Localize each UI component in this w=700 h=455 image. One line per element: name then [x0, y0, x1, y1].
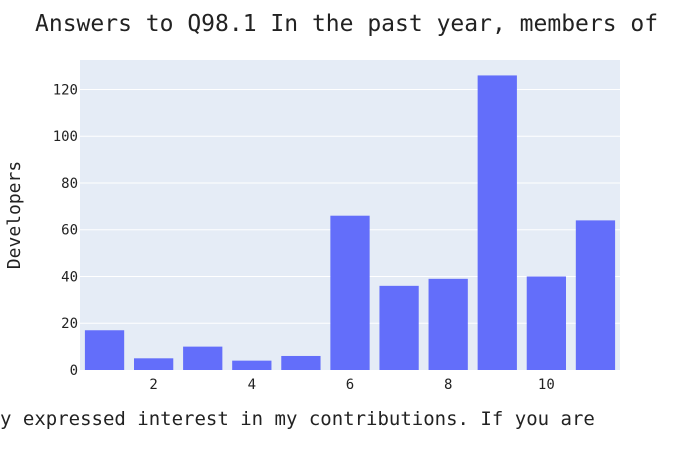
x-axis-ticks: 2 4 6 8 10	[149, 377, 554, 393]
bar	[134, 358, 174, 370]
x-axis-label: y expressed interest in my contributions…	[0, 408, 595, 430]
x-tick-label: 2	[149, 377, 157, 393]
y-axis-label: Developers	[4, 161, 25, 269]
y-tick-label: 0	[70, 363, 78, 379]
chart-title: Answers to Q98.1 In the past year, membe…	[35, 11, 658, 37]
bar	[526, 276, 566, 370]
y-tick-label: 100	[53, 129, 78, 145]
x-tick-label: 6	[346, 377, 354, 393]
x-tick-label: 4	[248, 377, 256, 393]
bar	[477, 75, 517, 370]
bar	[84, 330, 125, 370]
bar	[183, 346, 223, 370]
y-tick-label: 20	[61, 316, 78, 332]
bar	[330, 215, 370, 370]
bar	[232, 360, 272, 370]
bar	[428, 278, 468, 370]
y-tick-label: 80	[61, 176, 78, 192]
bar	[281, 355, 321, 370]
y-tick-label: 40	[61, 269, 78, 285]
bars	[84, 75, 616, 370]
y-axis-ticks: 0 20 40 60 80 100 120	[53, 82, 78, 379]
bar	[379, 285, 419, 370]
y-tick-label: 60	[61, 223, 78, 239]
y-tick-label: 120	[53, 82, 78, 98]
x-tick-label: 8	[444, 377, 452, 393]
bar	[575, 220, 616, 370]
x-tick-label: 10	[538, 377, 555, 393]
